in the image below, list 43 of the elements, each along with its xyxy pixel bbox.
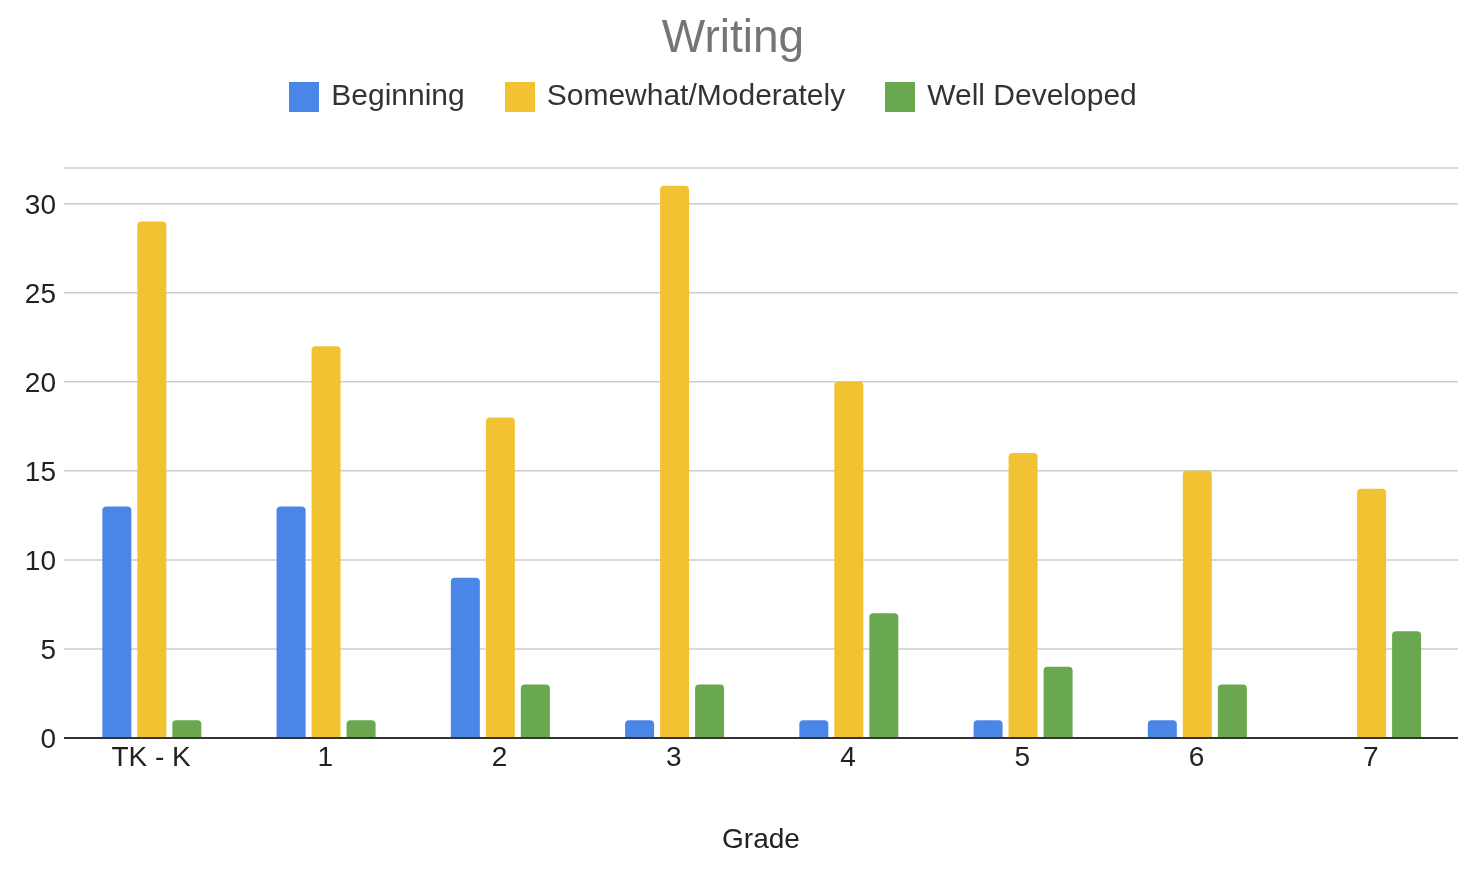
x-tick-label: 4: [840, 740, 856, 772]
y-tick-label: 10: [24, 544, 56, 576]
y-tick-label: 0: [40, 722, 56, 754]
bar: [1217, 684, 1247, 738]
bar: [799, 720, 829, 738]
legend-label: Somewhat/Moderately: [546, 78, 846, 111]
bar: [973, 720, 1003, 738]
bar: [1147, 720, 1177, 738]
bar: [520, 684, 550, 738]
bar: [869, 613, 899, 738]
bar: [450, 577, 480, 738]
bar: [102, 506, 132, 738]
bar: [276, 506, 306, 738]
bar: [1392, 631, 1422, 738]
bar: [625, 720, 655, 738]
bar: [660, 185, 690, 738]
legend-label: Beginning: [331, 78, 465, 111]
y-tick-label: 15: [24, 455, 56, 487]
x-tick-label: 3: [666, 740, 682, 772]
bar: [172, 720, 202, 738]
y-tick-label: 5: [40, 633, 56, 665]
chart-title: Writing: [660, 9, 806, 64]
bar: [1182, 470, 1212, 738]
bar: [695, 684, 725, 738]
y-tick-label: 30: [24, 188, 56, 220]
bar: [137, 221, 167, 738]
x-tick-label: 7: [1363, 740, 1379, 772]
bar: [485, 417, 515, 738]
bar: [834, 381, 864, 738]
x-tick-label: 5: [1014, 740, 1031, 772]
bar: [1008, 453, 1038, 738]
y-tick-label: 25: [24, 277, 56, 309]
legend-label: Well Developed: [927, 78, 1137, 111]
bar: [1043, 666, 1073, 738]
x-tick-label: 2: [491, 740, 508, 772]
x-tick-label: TK - K: [111, 740, 192, 772]
y-tick-label: 20: [24, 366, 56, 398]
bar: [346, 720, 376, 738]
x-tick-label: 1: [317, 740, 334, 772]
x-tick-label: 6: [1188, 740, 1205, 772]
x-axis-title: Grade: [722, 823, 800, 854]
bar: [311, 346, 341, 738]
bar: [1357, 488, 1387, 738]
